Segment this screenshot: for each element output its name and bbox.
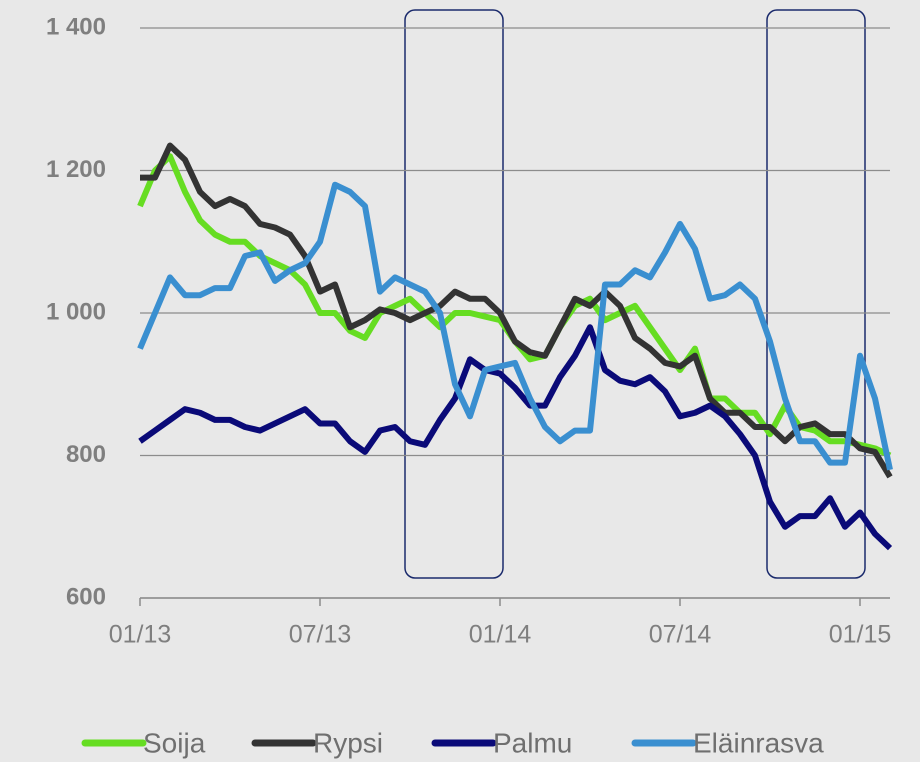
legend-label: Soija [143,727,206,758]
series-line [140,142,893,479]
y-tick-label: 800 [66,441,106,468]
legend-label: Eläinrasva [693,727,824,758]
legend-label: Rypsi [313,727,383,758]
x-tick-label: 07/14 [649,621,712,649]
y-tick-label: 600 [66,583,106,610]
y-tick-label: 1 000 [46,298,106,325]
highlight-box [766,9,866,579]
x-tick-label: 07/13 [289,621,352,649]
x-tick-label: 01/13 [109,621,172,649]
series-line [138,324,893,551]
y-tick-label: 1 200 [46,156,106,183]
y-tick-label: 1 400 [46,13,106,40]
series-line [137,153,892,459]
x-tick-label: 01/14 [469,621,532,649]
x-tick-label: 01/15 [829,621,892,649]
series-line [137,181,893,471]
highlight-box [404,9,504,579]
legend-label: Palmu [493,727,572,758]
